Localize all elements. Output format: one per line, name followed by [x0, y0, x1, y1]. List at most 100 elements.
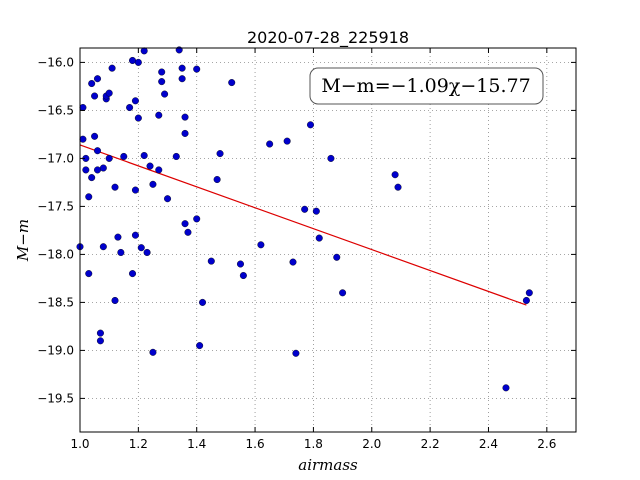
data-point [94, 75, 102, 83]
y-tick-label: −17.5 [37, 199, 74, 213]
data-point [394, 183, 402, 191]
data-point [158, 68, 166, 76]
data-point [88, 174, 96, 182]
data-point [88, 80, 96, 88]
data-point [155, 111, 163, 119]
data-point [184, 228, 192, 236]
data-point [108, 64, 116, 72]
y-tick-label: −18.5 [37, 295, 74, 309]
data-point [199, 298, 207, 306]
data-point [85, 193, 93, 201]
data-point [140, 47, 148, 55]
data-point [196, 342, 204, 350]
data-point [96, 337, 104, 345]
data-point [91, 132, 99, 140]
data-point [131, 186, 139, 194]
data-point [85, 270, 93, 278]
data-point [79, 104, 87, 112]
fit-line [79, 144, 527, 306]
data-point [161, 90, 169, 98]
data-point [129, 56, 137, 64]
data-point [114, 233, 122, 241]
data-point [96, 329, 104, 337]
y-tick-label: −16.5 [37, 103, 74, 117]
y-tick-label: −18.0 [37, 247, 74, 261]
data-point [525, 289, 533, 297]
annotation-text: M−m=−1.09χ−15.77 [321, 75, 530, 97]
data-point [257, 241, 265, 249]
data-point [306, 121, 314, 129]
x-tick-label: 2.4 [479, 437, 498, 451]
y-tick-label: −19.5 [37, 391, 74, 405]
data-point [140, 152, 148, 160]
data-point [79, 135, 87, 143]
data-point [149, 180, 157, 188]
data-point [129, 270, 137, 278]
data-point [193, 65, 201, 73]
data-point [301, 205, 309, 213]
data-point [193, 215, 201, 223]
data-point [117, 248, 125, 256]
data-point [178, 64, 186, 72]
data-point [236, 260, 244, 268]
data-point [99, 243, 107, 251]
data-point [391, 171, 399, 179]
data-point [207, 257, 215, 265]
data-point [178, 75, 186, 83]
plot-background [80, 48, 576, 432]
data-point [131, 231, 139, 239]
data-point [134, 114, 142, 122]
data-point [213, 176, 221, 184]
y-tick-label: −16.0 [37, 55, 74, 69]
data-point [333, 253, 341, 261]
equation-annotation: M−m=−1.09χ−15.77 [309, 67, 544, 105]
data-point [158, 78, 166, 86]
data-point [181, 220, 189, 228]
data-points [76, 46, 533, 392]
data-point [105, 154, 113, 162]
data-point [126, 104, 134, 112]
data-point [146, 162, 154, 170]
data-point [111, 183, 119, 191]
y-axis-label: M−m [14, 219, 32, 262]
data-point [292, 349, 300, 357]
x-tick-label: 2.0 [362, 437, 381, 451]
data-point [137, 244, 145, 252]
x-tick-label: 1.4 [187, 437, 206, 451]
data-point [94, 166, 102, 174]
data-point [266, 140, 274, 148]
data-point [111, 296, 119, 304]
x-tick-label: 1.8 [304, 437, 323, 451]
data-point [149, 348, 157, 356]
data-point [181, 129, 189, 137]
data-point [82, 166, 90, 174]
data-point [283, 137, 291, 145]
chart-title: 2020-07-28_225918 [247, 28, 409, 48]
y-tick-label: −19.0 [37, 343, 74, 357]
data-point [164, 195, 172, 203]
x-tick-label: 1.2 [129, 437, 148, 451]
data-point [216, 150, 224, 158]
data-point [181, 113, 189, 121]
axis-ticks: 1.0 1.2 1.4 1.6 1.8 2.0 2.2 2.4 2.6 −16.0 −16.5 −17… [37, 48, 576, 451]
x-tick-label: 1.6 [246, 437, 265, 451]
fit-line-group [79, 144, 527, 306]
data-point [327, 154, 335, 162]
data-point [99, 164, 107, 172]
data-point [228, 79, 236, 87]
data-point [134, 58, 142, 66]
data-point [239, 272, 247, 280]
y-tick-label: −17.0 [37, 151, 74, 165]
data-point [131, 97, 139, 105]
x-tick-label: 2.6 [537, 437, 556, 451]
data-point [94, 147, 102, 155]
data-point [91, 92, 99, 100]
data-point [289, 258, 297, 266]
data-point [105, 89, 113, 97]
x-tick-label: 1.0 [70, 437, 89, 451]
x-axis-label: airmass [298, 456, 358, 474]
x-tick-label: 2.2 [421, 437, 440, 451]
annotation-box [309, 67, 544, 105]
data-point [143, 248, 151, 256]
